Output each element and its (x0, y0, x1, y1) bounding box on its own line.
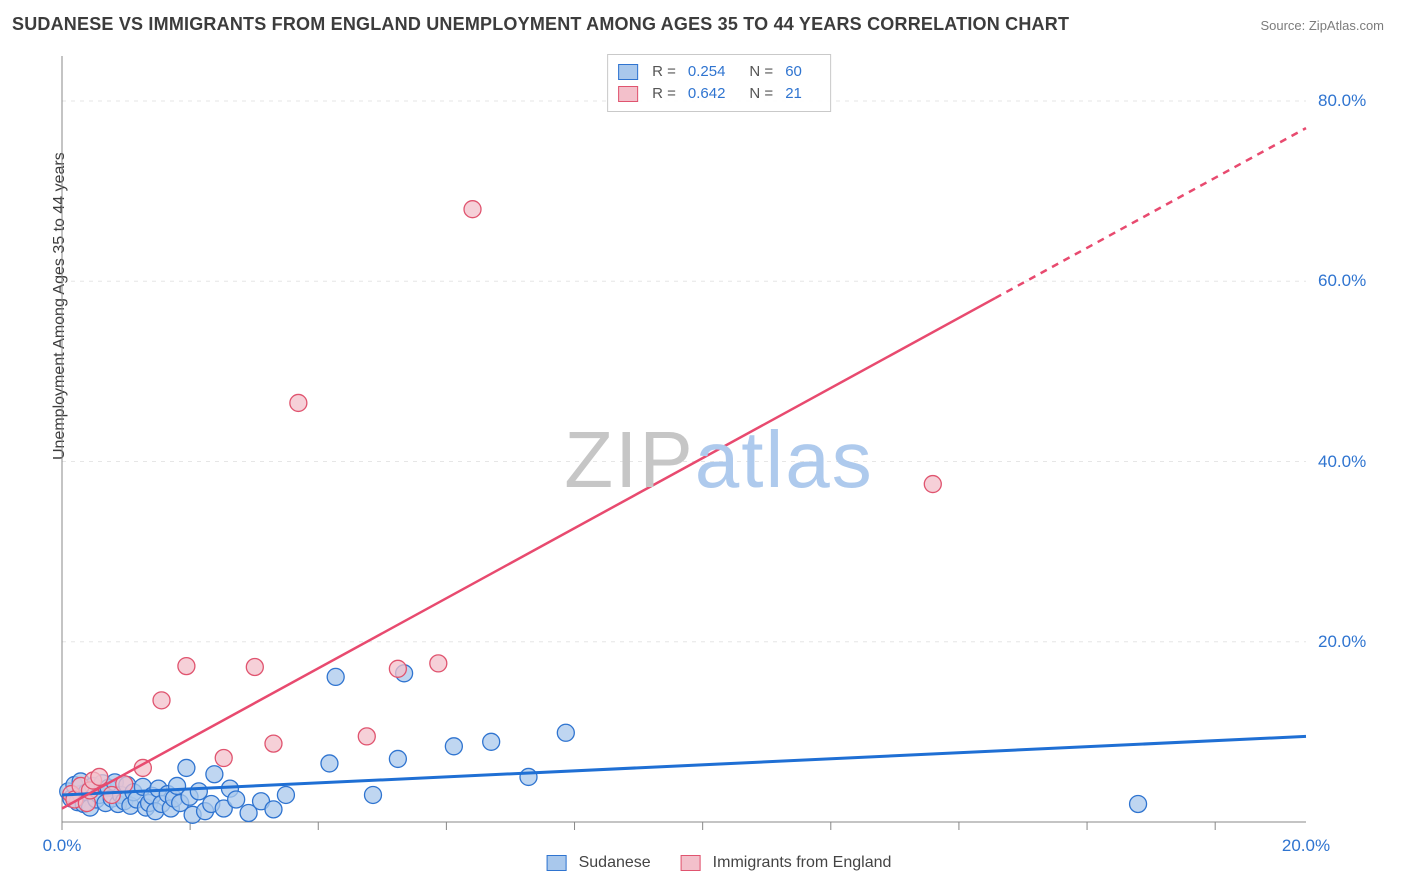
y-tick-label: 80.0% (1318, 91, 1366, 111)
chart-container: SUDANESE VS IMMIGRANTS FROM ENGLAND UNEM… (0, 0, 1406, 892)
swatch-england (618, 86, 638, 102)
n-label: N = (749, 83, 773, 105)
x-tick-label: 20.0% (1282, 836, 1330, 856)
y-tick-label: 20.0% (1318, 632, 1366, 652)
swatch-sudanese (618, 64, 638, 80)
correlation-legend: R = 0.254 N = 60 R = 0.642 N = 21 (607, 54, 831, 112)
plot-area: Unemployment Among Ages 35 to 44 years Z… (54, 50, 1384, 870)
chart-svg (54, 50, 1384, 870)
legend-label-england: Immigrants from England (713, 854, 892, 872)
swatch-sudanese-icon (547, 855, 567, 871)
corr-row-sudanese: R = 0.254 N = 60 (618, 61, 816, 83)
r-value-england: 0.642 (688, 83, 726, 105)
swatch-england-icon (681, 855, 701, 871)
n-label: N = (749, 61, 773, 83)
x-tick-label: 0.0% (43, 836, 82, 856)
y-tick-label: 40.0% (1318, 452, 1366, 472)
n-value-england: 21 (785, 83, 802, 105)
legend-label-sudanese: Sudanese (579, 854, 651, 872)
n-value-sudanese: 60 (785, 61, 802, 83)
r-label: R = (652, 61, 676, 83)
chart-title: SUDANESE VS IMMIGRANTS FROM ENGLAND UNEM… (12, 14, 1069, 35)
legend-item-sudanese: Sudanese (547, 854, 651, 872)
legend-item-england: Immigrants from England (681, 854, 892, 872)
series-legend: Sudanese Immigrants from England (547, 854, 892, 872)
r-value-sudanese: 0.254 (688, 61, 726, 83)
corr-row-england: R = 0.642 N = 21 (618, 83, 816, 105)
r-label: R = (652, 83, 676, 105)
y-tick-label: 60.0% (1318, 271, 1366, 291)
source-attribution: Source: ZipAtlas.com (1260, 18, 1384, 33)
